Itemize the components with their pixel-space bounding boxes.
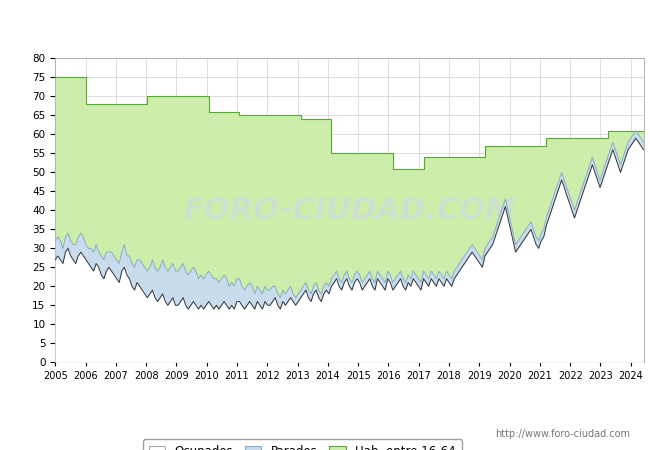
Text: FORO-CIUDAD.COM: FORO-CIUDAD.COM xyxy=(183,196,515,225)
Text: Somosierra - Evolucion de la poblacion en edad de Trabajar Mayo de 2024: Somosierra - Evolucion de la poblacion e… xyxy=(77,21,573,34)
Text: http://www.foro-ciudad.com: http://www.foro-ciudad.com xyxy=(495,429,630,439)
Legend: Ocupados, Parados, Hab. entre 16-64: Ocupados, Parados, Hab. entre 16-64 xyxy=(142,439,462,450)
